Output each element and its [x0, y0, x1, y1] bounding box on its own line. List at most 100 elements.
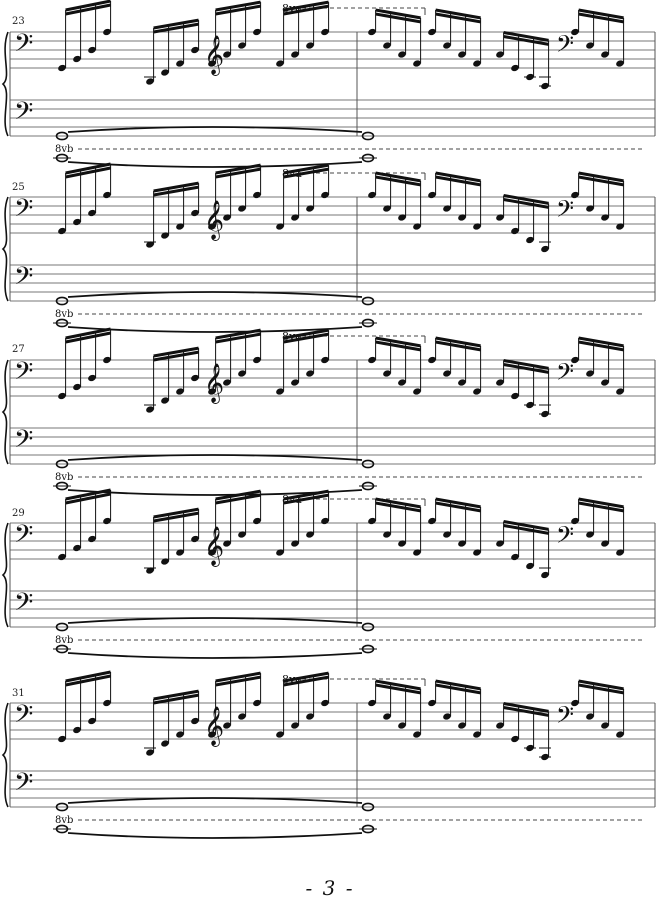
note-head	[58, 227, 66, 235]
note-head	[511, 735, 519, 743]
beam	[65, 166, 111, 179]
beam	[503, 198, 549, 209]
beam	[153, 693, 199, 705]
note-head	[161, 740, 169, 747]
bass-clef-icon: 𝄢	[14, 425, 33, 460]
note-head	[496, 722, 504, 729]
note-head	[473, 549, 481, 556]
beam	[215, 167, 261, 179]
note-head	[586, 42, 594, 49]
note-head	[208, 60, 216, 67]
note-head	[253, 517, 261, 525]
note-head	[473, 223, 481, 230]
bass-clef-icon: 𝄢	[556, 701, 574, 734]
note-head	[58, 392, 66, 400]
page-number: - 3 -	[305, 876, 355, 900]
bass-clef-icon: 𝄢	[14, 588, 33, 623]
brace	[1, 522, 9, 628]
tie	[67, 291, 363, 298]
beam	[578, 12, 624, 24]
note-head	[443, 713, 451, 720]
treble-clef-icon: 𝄞	[204, 526, 224, 567]
beam	[375, 336, 421, 348]
beam	[153, 689, 199, 701]
ottava-bassa-marking: 8vb	[55, 472, 73, 483]
note-head	[208, 223, 216, 230]
note-head	[146, 567, 154, 574]
treble-clef-icon: 𝄞	[204, 200, 224, 241]
measure-number: 23	[12, 16, 25, 27]
note-head	[458, 722, 466, 729]
beam	[435, 175, 481, 187]
bass-clef-icon: 𝄢	[14, 357, 33, 392]
note-head	[368, 28, 376, 36]
note-head	[473, 388, 481, 395]
beam	[578, 171, 624, 183]
note-head	[103, 699, 111, 707]
whole-note	[55, 459, 69, 469]
note-head	[601, 722, 609, 729]
beam	[65, 331, 111, 344]
note-head	[368, 191, 376, 199]
whole-note	[361, 131, 375, 141]
whole-note	[361, 296, 375, 306]
note-head	[458, 51, 466, 58]
treble-clef-icon: 𝄞	[204, 706, 224, 747]
note-head	[176, 549, 184, 556]
bass-clef-icon: 𝄢	[14, 97, 33, 132]
note-head	[586, 205, 594, 212]
measure-number: 31	[12, 688, 25, 699]
note-head	[146, 78, 154, 85]
note-head	[383, 370, 391, 377]
note-head	[616, 549, 624, 556]
beam	[578, 175, 624, 187]
note-head	[306, 205, 314, 212]
note-head	[428, 699, 436, 707]
note-head	[571, 517, 579, 525]
note-head	[473, 60, 481, 67]
note-head	[601, 540, 609, 547]
note-head	[103, 356, 111, 364]
note-head	[191, 374, 199, 382]
note-head	[58, 64, 66, 72]
note-head	[368, 517, 376, 525]
beam	[153, 507, 199, 519]
note-head	[103, 191, 111, 199]
note-head	[443, 531, 451, 538]
beam	[435, 497, 481, 509]
note-head	[223, 379, 231, 386]
beam	[215, 328, 261, 340]
note-head	[321, 699, 329, 707]
note-head	[73, 383, 81, 391]
brace	[1, 359, 9, 465]
note-head	[458, 379, 466, 386]
bass-clef-icon: 𝄢	[14, 29, 33, 64]
note-head	[161, 397, 169, 404]
beam	[578, 497, 624, 509]
note-head	[88, 46, 96, 54]
beam	[283, 489, 329, 501]
beam	[65, 0, 111, 12]
beam	[503, 363, 549, 374]
beam	[375, 497, 421, 509]
beam	[578, 336, 624, 348]
note-head	[496, 540, 504, 547]
bass-clef-icon: 𝄢	[556, 521, 574, 554]
beam	[375, 175, 421, 187]
note-head	[616, 388, 624, 395]
beam	[215, 493, 261, 505]
note-head	[253, 191, 261, 199]
note-head	[571, 28, 579, 36]
beam	[65, 492, 111, 505]
note-head	[306, 713, 314, 720]
note-head	[191, 209, 199, 217]
beam	[578, 679, 624, 691]
treble-clef-icon: 𝄞	[204, 35, 224, 76]
note-head	[398, 722, 406, 729]
note-head	[73, 726, 81, 734]
whole-note	[361, 802, 375, 812]
note-head	[306, 42, 314, 49]
note-head	[176, 223, 184, 230]
bass-clef-icon: 𝄢	[14, 768, 33, 803]
beam	[215, 0, 261, 12]
